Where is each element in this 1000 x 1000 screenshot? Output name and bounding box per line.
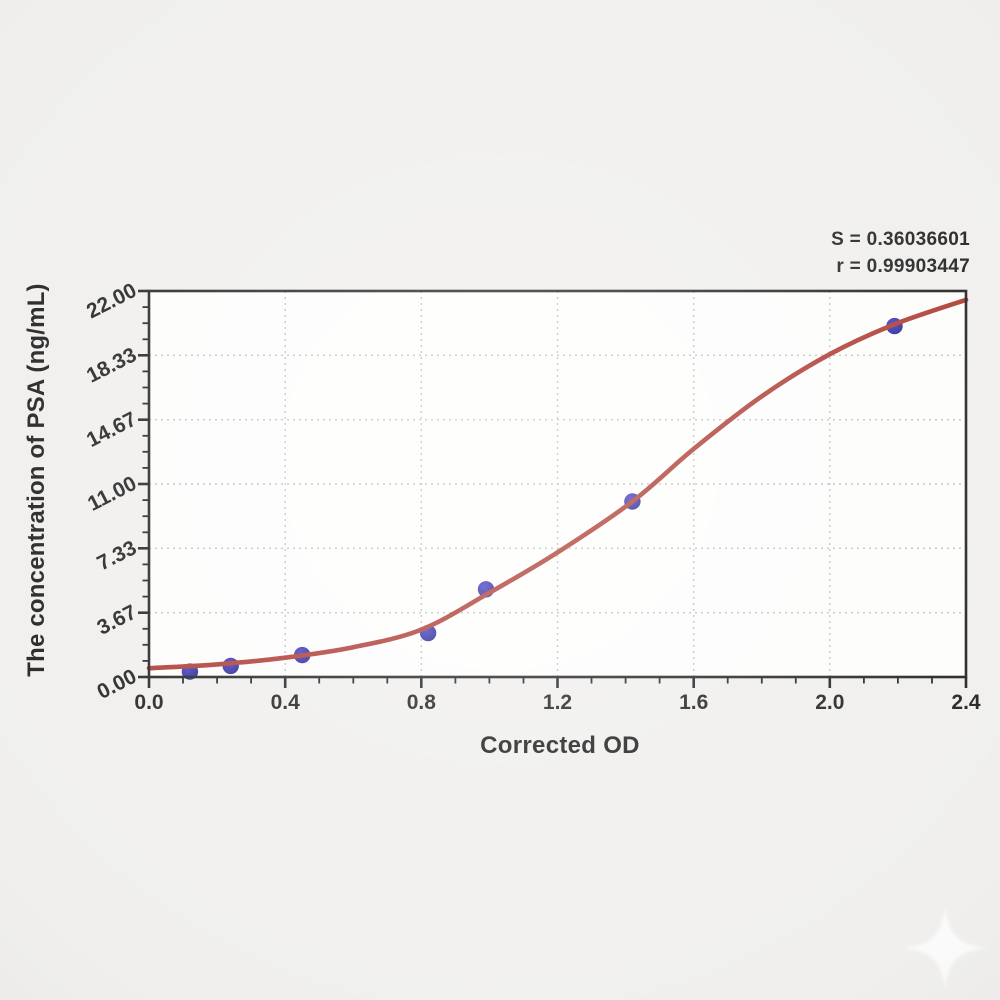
x-tick-label: 0.4 — [271, 691, 301, 714]
y-tick-label: 14.67 — [83, 408, 140, 452]
x-tick-label: 0.0 — [134, 691, 163, 714]
y-tick-label: 7.33 — [93, 536, 140, 575]
y-tick-label: 22.00 — [83, 279, 140, 323]
x-axis-title: Corrected OD — [480, 732, 640, 759]
x-tick-label: 1.2 — [543, 691, 572, 714]
fit-statistics: S = 0.36036601 r = 0.99903447 — [831, 226, 970, 280]
x-tick-label: 1.6 — [679, 691, 708, 714]
gridlines — [149, 291, 966, 677]
x-tick-label: 2.4 — [951, 691, 981, 714]
r-value: r = 0.99903447 — [836, 256, 970, 277]
y-tick-label: 3.67 — [93, 601, 140, 640]
s-value: S = 0.36036601 — [831, 229, 970, 250]
y-tick-label: 11.00 — [84, 472, 140, 516]
y-tick-label: 18.33 — [83, 343, 140, 387]
x-tick-label: 0.8 — [407, 691, 437, 714]
x-tick-label: 2.0 — [815, 691, 844, 714]
plot-frame — [147, 289, 968, 679]
fit-curve — [146, 297, 969, 671]
y-tick-label: 0.00 — [93, 665, 140, 704]
